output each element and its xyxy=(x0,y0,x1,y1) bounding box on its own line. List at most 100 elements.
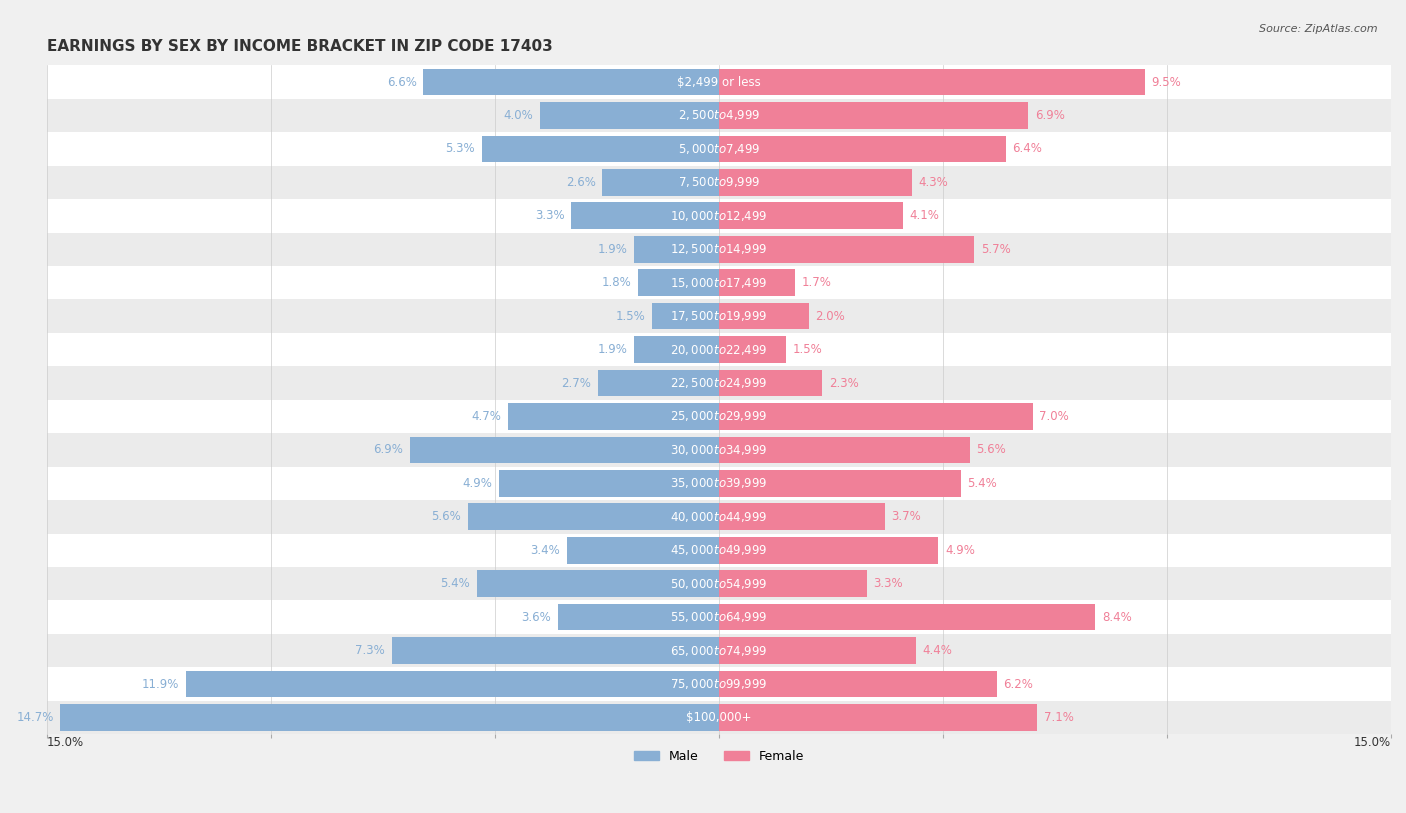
Text: 6.9%: 6.9% xyxy=(1035,109,1064,122)
Bar xyxy=(46,400,1391,433)
Bar xyxy=(634,236,718,263)
Bar xyxy=(603,169,718,196)
Bar xyxy=(46,299,1391,333)
Bar xyxy=(46,433,1391,467)
Bar xyxy=(540,102,718,128)
Bar xyxy=(477,570,718,597)
Text: 3.4%: 3.4% xyxy=(530,544,560,557)
Text: 2.7%: 2.7% xyxy=(561,376,592,389)
Text: 5.7%: 5.7% xyxy=(981,243,1011,256)
Text: 6.6%: 6.6% xyxy=(387,76,416,89)
Bar xyxy=(634,337,718,363)
Text: 8.4%: 8.4% xyxy=(1102,611,1132,624)
Bar xyxy=(571,202,718,229)
Bar xyxy=(46,199,1391,233)
Text: $22,500 to $24,999: $22,500 to $24,999 xyxy=(671,376,768,390)
Text: 5.4%: 5.4% xyxy=(440,577,471,590)
Text: $25,000 to $29,999: $25,000 to $29,999 xyxy=(671,410,768,424)
Bar xyxy=(46,634,1391,667)
Text: 4.7%: 4.7% xyxy=(472,410,502,423)
Bar xyxy=(468,503,718,530)
Bar xyxy=(718,637,917,664)
Bar xyxy=(652,302,718,329)
Text: 2.0%: 2.0% xyxy=(815,310,845,323)
Bar xyxy=(46,333,1391,367)
Bar xyxy=(718,537,938,563)
Text: 9.5%: 9.5% xyxy=(1152,76,1181,89)
Text: $2,500 to $4,999: $2,500 to $4,999 xyxy=(678,108,761,123)
Text: $35,000 to $39,999: $35,000 to $39,999 xyxy=(671,476,768,490)
Bar xyxy=(718,337,786,363)
Text: $15,000 to $17,499: $15,000 to $17,499 xyxy=(671,276,768,289)
Bar xyxy=(46,600,1391,634)
Text: 7.0%: 7.0% xyxy=(1039,410,1069,423)
Text: 14.7%: 14.7% xyxy=(17,711,53,724)
Text: 4.9%: 4.9% xyxy=(463,477,492,490)
Text: EARNINGS BY SEX BY INCOME BRACKET IN ZIP CODE 17403: EARNINGS BY SEX BY INCOME BRACKET IN ZIP… xyxy=(46,39,553,54)
Bar xyxy=(718,269,796,296)
Text: 2.3%: 2.3% xyxy=(828,376,859,389)
Text: 1.5%: 1.5% xyxy=(616,310,645,323)
Bar xyxy=(638,269,718,296)
Text: 3.3%: 3.3% xyxy=(873,577,903,590)
Bar xyxy=(46,367,1391,400)
Text: $17,500 to $19,999: $17,500 to $19,999 xyxy=(671,309,768,323)
Legend: Male, Female: Male, Female xyxy=(628,745,808,768)
Bar xyxy=(718,68,1144,95)
Text: $12,500 to $14,999: $12,500 to $14,999 xyxy=(671,242,768,256)
Bar xyxy=(718,169,911,196)
Text: $20,000 to $22,499: $20,000 to $22,499 xyxy=(671,342,768,357)
Bar xyxy=(718,470,960,497)
Bar xyxy=(423,68,718,95)
Bar xyxy=(567,537,718,563)
Bar xyxy=(718,704,1038,731)
Bar xyxy=(718,604,1095,631)
Bar xyxy=(46,233,1391,266)
Text: $30,000 to $34,999: $30,000 to $34,999 xyxy=(671,443,768,457)
Text: 1.8%: 1.8% xyxy=(602,276,631,289)
Text: 7.3%: 7.3% xyxy=(356,644,385,657)
Bar xyxy=(718,671,997,698)
Bar xyxy=(46,65,1391,98)
Text: 1.9%: 1.9% xyxy=(598,243,627,256)
Text: 2.6%: 2.6% xyxy=(565,176,596,189)
Text: 15.0%: 15.0% xyxy=(1354,736,1391,749)
Text: 1.9%: 1.9% xyxy=(598,343,627,356)
Text: 5.6%: 5.6% xyxy=(977,443,1007,456)
Bar xyxy=(509,403,718,430)
Bar xyxy=(718,102,1028,128)
Bar xyxy=(718,302,808,329)
Bar xyxy=(46,567,1391,600)
Bar xyxy=(718,403,1032,430)
Bar xyxy=(46,98,1391,133)
Bar xyxy=(46,533,1391,567)
Bar xyxy=(46,266,1391,299)
Text: 1.5%: 1.5% xyxy=(793,343,823,356)
Text: $5,000 to $7,499: $5,000 to $7,499 xyxy=(678,142,761,156)
Text: $2,499 or less: $2,499 or less xyxy=(678,76,761,89)
Bar xyxy=(718,370,823,397)
Text: 3.6%: 3.6% xyxy=(522,611,551,624)
Text: 6.4%: 6.4% xyxy=(1012,142,1042,155)
Bar xyxy=(186,671,718,698)
Bar xyxy=(481,136,718,163)
Bar xyxy=(499,470,718,497)
Bar xyxy=(392,637,718,664)
Bar xyxy=(46,166,1391,199)
Text: 15.0%: 15.0% xyxy=(46,736,84,749)
Text: $45,000 to $49,999: $45,000 to $49,999 xyxy=(671,543,768,557)
Bar xyxy=(718,202,903,229)
Bar xyxy=(718,570,868,597)
Text: 4.4%: 4.4% xyxy=(922,644,953,657)
Text: 3.3%: 3.3% xyxy=(534,209,564,222)
Text: $100,000+: $100,000+ xyxy=(686,711,752,724)
Bar xyxy=(46,467,1391,500)
Bar xyxy=(46,701,1391,734)
Text: $7,500 to $9,999: $7,500 to $9,999 xyxy=(678,176,761,189)
Bar xyxy=(46,133,1391,166)
Text: 7.1%: 7.1% xyxy=(1043,711,1074,724)
Text: 6.2%: 6.2% xyxy=(1004,677,1033,690)
Text: 1.7%: 1.7% xyxy=(801,276,832,289)
Text: $65,000 to $74,999: $65,000 to $74,999 xyxy=(671,644,768,658)
Text: 5.4%: 5.4% xyxy=(967,477,997,490)
